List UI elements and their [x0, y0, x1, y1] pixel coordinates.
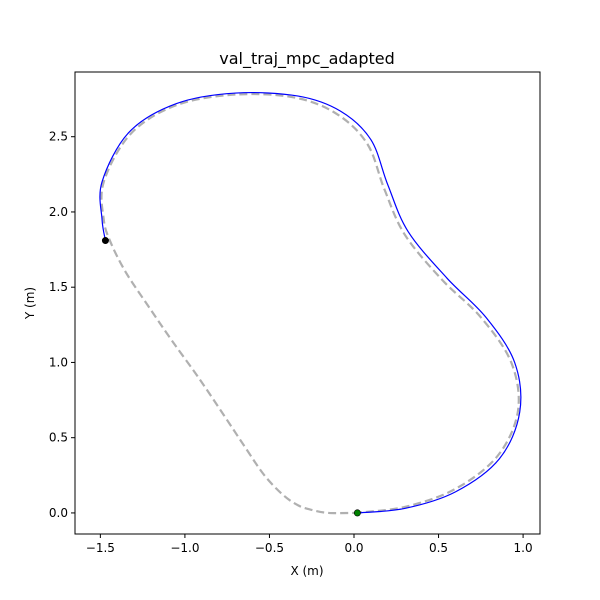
y-tick-label: 1.0 — [49, 355, 68, 369]
x-axis-label: X (m) — [290, 564, 323, 578]
y-tick-label: 0.0 — [49, 506, 68, 520]
x-tick-label: 1.0 — [514, 541, 533, 555]
markers-group — [101, 237, 361, 517]
x-tick-label: 0.5 — [429, 541, 448, 555]
y-tick-label: 2.0 — [49, 205, 68, 219]
y-axis: 0.0 0.5 1.0 1.5 2.0 2.5 — [49, 130, 75, 520]
series-group — [99, 91, 522, 515]
y-tick-label: 1.5 — [49, 280, 68, 294]
x-tick-label: 0.0 — [344, 541, 363, 555]
x-tick-label: −1.0 — [170, 541, 199, 555]
end-point-marker — [101, 237, 109, 245]
reference-trajectory-line — [100, 92, 520, 515]
y-tick-label: 0.5 — [49, 431, 68, 445]
actual-trajectory-line — [99, 91, 522, 514]
x-axis: −1.5 −1.0 −0.5 0.0 0.5 1.0 — [86, 534, 533, 555]
y-tick-label: 2.5 — [49, 130, 68, 144]
start-point-marker — [353, 509, 361, 517]
x-tick-label: −1.5 — [86, 541, 115, 555]
chart-title: val_traj_mpc_adapted — [219, 49, 395, 69]
plot-area — [74, 71, 541, 535]
x-tick-label: −0.5 — [255, 541, 284, 555]
y-axis-label: Y (m) — [23, 287, 37, 320]
